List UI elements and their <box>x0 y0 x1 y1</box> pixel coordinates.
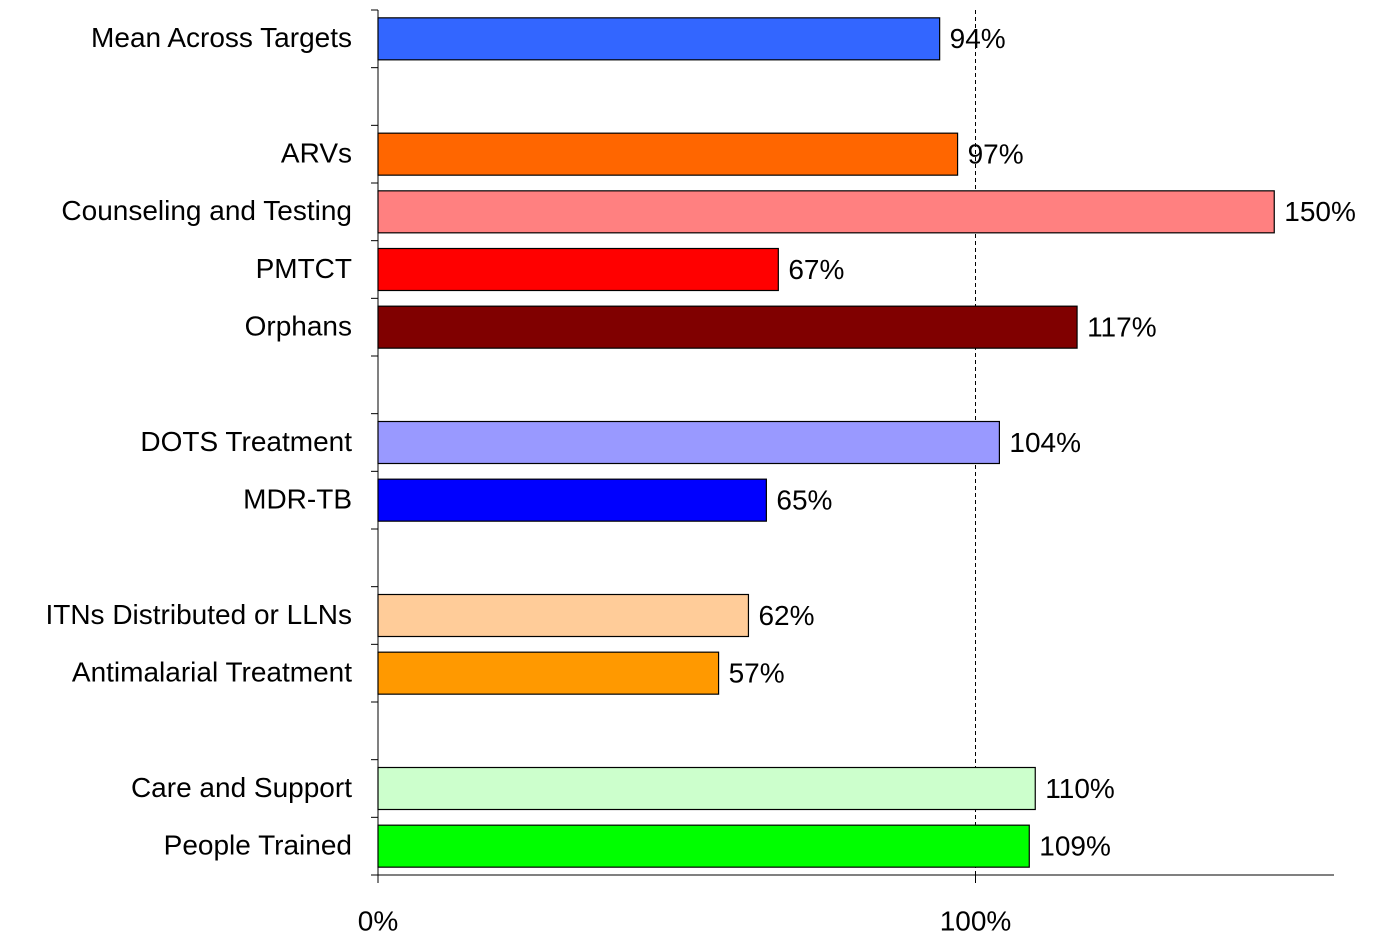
value-label: 104% <box>1009 427 1081 458</box>
bar <box>377 824 1030 868</box>
x-tick-label: 0% <box>358 905 398 936</box>
y-tick-label: People Trained <box>164 830 352 861</box>
y-tick-label: Antimalarial Treatment <box>72 657 352 688</box>
bar <box>377 247 779 292</box>
value-label: 109% <box>1039 831 1111 862</box>
y-tick-label: Counseling and Testing <box>61 195 352 226</box>
bar <box>377 651 720 695</box>
value-label: 57% <box>729 658 785 689</box>
y-tick-label: DOTS Treatment <box>140 426 352 457</box>
bar <box>377 420 1001 465</box>
bar <box>377 190 1275 234</box>
value-label: 65% <box>776 485 832 516</box>
bar <box>377 766 1036 811</box>
y-tick-label: Mean Across Targets <box>91 22 352 53</box>
value-label: 67% <box>788 254 844 285</box>
bar <box>377 305 1078 349</box>
y-tick-label: Care and Support <box>131 772 352 803</box>
y-tick-label: ARVs <box>281 138 352 169</box>
value-label: 62% <box>758 600 814 631</box>
x-tick-label: 100% <box>940 905 1012 936</box>
value-label: 150% <box>1284 196 1356 227</box>
y-tick-label: ITNs Distributed or LLNs <box>45 599 352 630</box>
bar <box>377 17 941 61</box>
bar <box>377 132 959 176</box>
y-tick-label: MDR-TB <box>243 484 352 515</box>
y-tick-label: Orphans <box>245 311 352 342</box>
bar <box>377 593 750 638</box>
value-label: 94% <box>950 23 1006 54</box>
value-label: 117% <box>1087 312 1157 343</box>
bar <box>377 478 767 522</box>
value-label: 110% <box>1045 773 1115 804</box>
value-label: 97% <box>968 139 1024 170</box>
y-tick-label: PMTCT <box>256 253 352 284</box>
